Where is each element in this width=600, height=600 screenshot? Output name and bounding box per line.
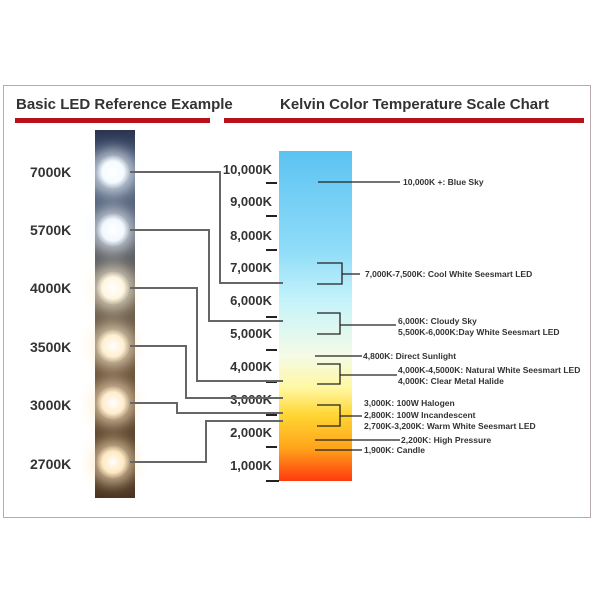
- tick-6000k: 6,000K: [230, 293, 272, 308]
- led-light-2700k: [96, 445, 130, 479]
- led-strip: [95, 130, 135, 498]
- annotation-cloudy: 6,000K: Cloudy Sky: [398, 316, 477, 326]
- annotation-blue-sky: 10,000K +: Blue Sky: [403, 177, 484, 187]
- led-label-3500k: 3500K: [30, 339, 72, 355]
- tick-4000k: 4,000K: [230, 359, 272, 374]
- annotation-metal-halide: 4,000K: Clear Metal Halide: [398, 376, 504, 386]
- tick-3000k: 3,000K: [230, 392, 272, 407]
- annotation-high-pressure: 2,200K: High Pressure: [401, 435, 492, 445]
- annotation-natural-white: 4,000K-4,5000K: Natural White Seesmart L…: [398, 365, 581, 375]
- annotation-day-white: 5,500K-6,000K:Day White Seesmart LED: [398, 327, 560, 337]
- led-light-5700k: [96, 213, 130, 247]
- tick-2000k: 2,000K: [230, 425, 272, 440]
- annotation-sunlight: 4,800K: Direct Sunlight: [363, 351, 457, 361]
- tick-1000k: 1,000K: [230, 458, 272, 473]
- led-label-5700k: 5700K: [30, 222, 72, 238]
- annotation-cool-white: 7,000K-7,500K: Cool White Seesmart LED: [365, 269, 533, 279]
- led-light-7000k: [96, 155, 130, 189]
- tick-7000k: 7,000K: [230, 260, 272, 275]
- annotation-candle: 1,900K: Candle: [364, 445, 425, 455]
- led-label-2700k: 2700K: [30, 456, 72, 472]
- annotation-halogen: 3,000K: 100W Halogen: [364, 398, 455, 408]
- annotation-incandescent: 2,800K: 100W Incandescent: [364, 410, 476, 420]
- annotation-brackets: [315, 181, 400, 451]
- led-light-3500k: [96, 329, 130, 363]
- led-label-4000k: 4000K: [30, 280, 72, 296]
- led-label-7000k: 7000K: [30, 164, 72, 180]
- led-light-3000k: [96, 386, 130, 420]
- frame-border: [3, 85, 591, 518]
- tick-9000k: 9,000K: [230, 194, 272, 209]
- right-title-underline: [224, 118, 584, 123]
- led-light-4000k: [96, 271, 130, 305]
- left-title: Basic LED Reference Example: [16, 96, 233, 113]
- right-title: Kelvin Color Temperature Scale Chart: [280, 96, 549, 113]
- led-connectors: [130, 171, 283, 463]
- scale-tick-marks: [266, 182, 279, 482]
- led-label-3000k: 3000K: [30, 397, 72, 413]
- left-title-underline: [15, 118, 210, 123]
- tick-8000k: 8,000K: [230, 228, 272, 243]
- tick-10000k: 10,000K: [222, 162, 272, 177]
- tick-5000k: 5,000K: [230, 326, 272, 341]
- annotation-warm-white: 2,700K-3,200K: Warm White Seesmart LED: [364, 421, 536, 431]
